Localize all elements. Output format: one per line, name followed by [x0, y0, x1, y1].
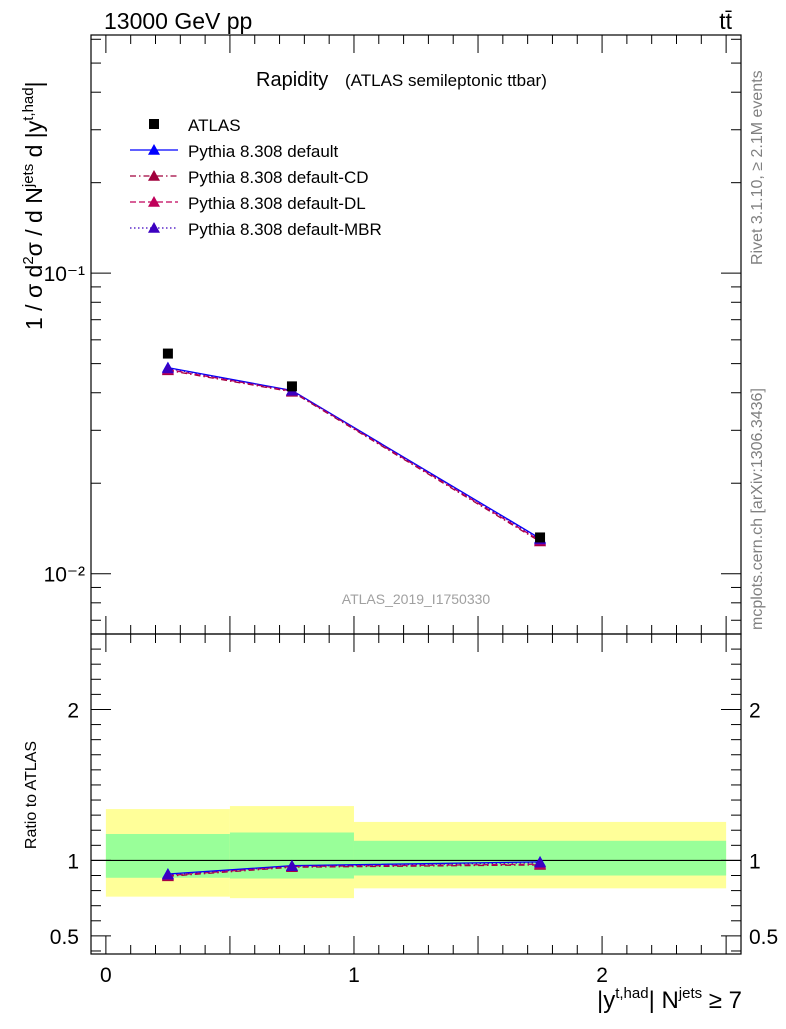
x-tick-label: 2	[596, 964, 608, 987]
legend-marker	[148, 196, 160, 207]
legend-marker	[148, 222, 160, 233]
legend-label: ATLAS	[188, 116, 241, 135]
main-series-line-4	[167, 367, 541, 540]
ratio-y-tick-label: 1	[67, 850, 79, 873]
ratio-series-point-3	[285, 860, 298, 871]
ratio-y-tick-label-right: 1	[749, 850, 761, 873]
rivet-version-label: Rivet 3.1.10, ≥ 2.1M events	[749, 70, 766, 265]
header-energy: 13000 GeV pp	[104, 8, 252, 34]
plot-title: Rapidity	[256, 69, 328, 91]
atlas-data-point	[535, 532, 546, 543]
legend-label: Pythia 8.308 default-DL	[188, 194, 366, 213]
main-series-point-4	[161, 362, 174, 374]
legend-label: Pythia 8.308 default-MBR	[188, 220, 382, 239]
legend-marker	[148, 144, 160, 155]
legend-marker	[149, 119, 159, 129]
atlas-data-point	[162, 348, 173, 359]
plot-subtitle: (ATLAS semileptonic ttbar)	[345, 71, 547, 90]
ratio-series-point-3	[161, 868, 174, 880]
ratio-y-tick-label: 0.5	[50, 926, 79, 949]
main-y-axis-label: 1 / σ d2σ / d Njets d |yt,had|	[20, 81, 47, 330]
atlas-data-point	[286, 381, 297, 392]
main-y-tick-label: 10⁻²	[44, 564, 85, 587]
ratio-series-point-3	[534, 856, 547, 868]
legend-label: Pythia 8.308 default	[188, 142, 339, 161]
main-series-line-1	[167, 366, 541, 539]
main-series-line-3	[167, 368, 541, 542]
main-y-tick-label: 10⁻¹	[44, 263, 85, 286]
x-tick-label: 0	[100, 964, 112, 987]
main-series-line-2	[167, 369, 541, 543]
ratio-y-axis-label: Ratio to ATLAS	[23, 741, 40, 849]
ratio-y-tick-label: 2	[67, 699, 79, 722]
ratio-y-tick-label-right: 2	[749, 699, 761, 722]
header-process: tt̄	[719, 8, 732, 34]
analysis-watermark: ATLAS_2019_I1750330	[342, 591, 491, 607]
x-tick-label: 1	[348, 964, 360, 987]
ratio-y-tick-label-right: 0.5	[749, 926, 778, 949]
legend-label: Pythia 8.308 default-CD	[188, 168, 369, 187]
x-axis-label: |yt,had| Njets ≥ 7	[597, 985, 742, 1014]
legend-marker	[148, 170, 160, 181]
mcplots-label: mcplots.cern.ch [arXiv:1306.3436]	[749, 388, 766, 630]
ratio-panel-frame	[90, 633, 742, 955]
